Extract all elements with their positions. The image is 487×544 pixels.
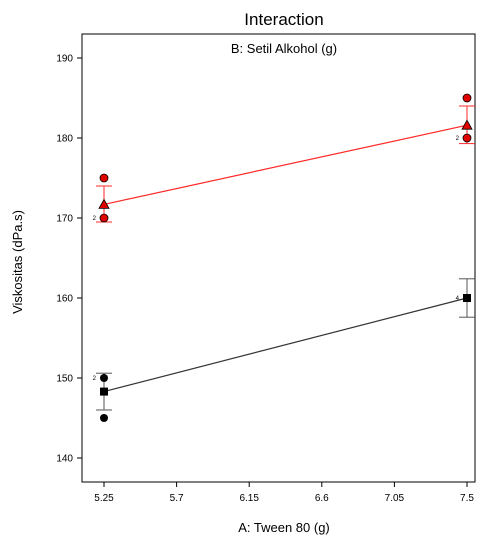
series-high: 22 [93,93,475,223]
x-axis: 5.25 5.7 6.15 6.6 7.05 7.5 [94,482,474,504]
x-tick-label: 5.25 [94,493,114,504]
point-count-label: 2 [456,136,460,142]
predicted-marker-triangle [461,119,473,130]
observed-point [100,374,108,382]
series-low: 24 [93,278,475,422]
y-tick-label: 190 [56,54,73,65]
point-count-label: 2 [93,376,97,382]
fit-line-high [103,124,468,205]
predicted-marker-square [463,294,471,302]
observed-point [462,93,472,103]
chart-title: Interaction [244,10,323,29]
y-tick-label: 150 [56,374,73,385]
x-tick-label: 6.6 [315,493,329,504]
y-tick-label: 140 [56,454,73,465]
y-tick-label: 160 [56,294,73,305]
observed-point [99,173,109,183]
x-tick-label: 6.15 [239,493,259,504]
plot-frame [81,33,476,483]
observed-point [462,133,472,143]
observed-point [100,414,108,422]
y-axis-label: Viskositas (dPa.s) [10,210,25,314]
point-count-label: 2 [93,216,97,222]
point-count-label: 4 [456,296,460,302]
predicted-marker-triangle [98,198,110,209]
x-axis-label: A: Tween 80 (g) [238,520,330,535]
x-tick-label: 5.7 [170,493,184,504]
y-axis: 140 150 160 170 180 190 [56,54,82,465]
x-tick-label: 7.05 [385,493,405,504]
predicted-marker-square [100,387,108,396]
fit-line-low [103,297,468,393]
chart-subtitle: B: Setil Alkohol (g) [231,41,337,56]
y-tick-label: 170 [56,214,73,225]
observed-point [99,213,109,223]
x-tick-label: 7.5 [460,493,474,504]
y-tick-label: 180 [56,134,73,145]
